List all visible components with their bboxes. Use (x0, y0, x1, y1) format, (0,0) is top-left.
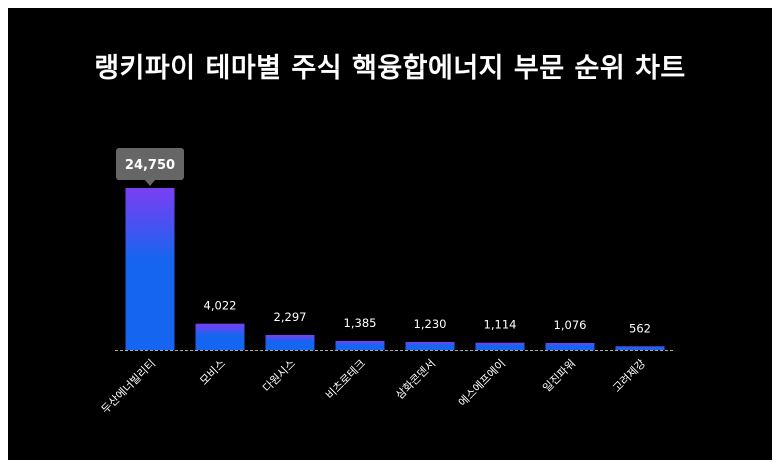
bar-7 (545, 342, 595, 350)
category-label-6: 에스에프에이 (456, 357, 508, 409)
value-label-3: 2,297 (274, 310, 307, 324)
tooltip-pointer (145, 180, 155, 186)
category-label-5: 삼화콘덴서 (393, 357, 438, 402)
value-label-5: 1,230 (414, 317, 447, 331)
category-label-3: 다원시스 (260, 357, 298, 395)
category-label-7: 일진파워 (540, 356, 579, 395)
chart-title: 랭키파이 테마별 주식 핵융합에너지 부문 순위 차트 (94, 53, 686, 84)
value-label-2: 4,022 (204, 299, 237, 313)
category-label-8: 고려제강 (610, 357, 648, 395)
bar-1 (125, 188, 175, 350)
tooltip-box (116, 148, 184, 180)
bar-5 (405, 341, 455, 350)
value-label-6: 1,114 (484, 318, 517, 332)
bar-8 (615, 346, 665, 350)
category-label-4: 비츠로테크 (323, 357, 368, 402)
value-label-4: 1,385 (344, 316, 377, 330)
bar-2 (195, 323, 245, 350)
category-label-2: 모비스 (197, 357, 228, 388)
value-label-8: 562 (629, 321, 651, 335)
value-label-1: 24,750 (125, 158, 175, 173)
bar-4 (335, 340, 385, 350)
bar-6 (475, 342, 525, 350)
value-label-7: 1,076 (554, 318, 587, 332)
category-label-1: 두산에너빌리티 (99, 357, 158, 416)
bar-3 (265, 334, 315, 350)
